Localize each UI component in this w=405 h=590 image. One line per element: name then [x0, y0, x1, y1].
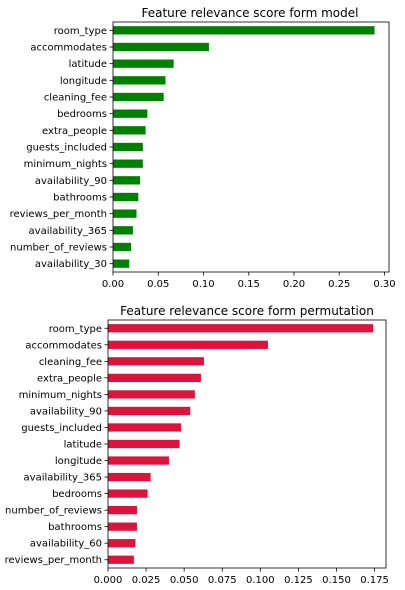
bar-availability_30: [113, 259, 130, 268]
bar-reviews_per_month: [108, 555, 134, 564]
bar-guests_included: [113, 142, 143, 152]
bar-accommodates: [108, 340, 268, 349]
y-tick-label: availability_90: [30, 406, 102, 417]
y-tick-label: cleaning_fee: [39, 357, 102, 368]
bar-availability_90: [108, 406, 191, 416]
y-tick-label: availability_365: [24, 473, 102, 484]
x-tick-label: 0.00: [102, 279, 124, 290]
bar-longitude: [113, 76, 166, 85]
axes-frame: [107, 319, 387, 569]
x-tick-label: 0.15: [238, 279, 260, 290]
y-tick-label: latitude: [69, 59, 107, 70]
plot-area: room_type accommodates latitude longitude cl…: [10, 21, 396, 290]
bar-bathrooms: [113, 192, 139, 202]
bar-availability_365: [113, 226, 133, 235]
x-tick-label: 0.30: [373, 279, 395, 290]
plot-area: room_type accommodates cleaning_fee extra_p…: [5, 319, 389, 586]
y-tick-label: availability_365: [29, 226, 107, 237]
bar-longitude: [108, 456, 169, 465]
x-tick-label: 0.050: [170, 575, 199, 586]
y-tick-label: minimum_nights: [24, 159, 107, 170]
y-tick-label: guests_included: [26, 143, 107, 154]
y-tick-label: availability_60: [30, 539, 102, 550]
x-tick-label: 0.10: [192, 279, 214, 290]
bar-extra_people: [108, 373, 201, 382]
y-tick-label: room_type: [49, 324, 102, 335]
chart-permutation-relevance: Feature relevance score form permutation…: [5, 304, 389, 586]
bar-latitude: [108, 439, 180, 449]
y-tick-label: cleaning_fee: [44, 93, 107, 104]
x-tick-label: 0.150: [322, 575, 351, 586]
y-tick-label: latitude: [64, 440, 102, 451]
chart-title: Feature relevance score form model: [141, 6, 358, 20]
chart-title: Feature relevance score form permutation: [120, 304, 374, 318]
y-tick-label: room_type: [54, 26, 107, 37]
y-tick-label: availability_90: [35, 176, 107, 187]
y-tick-label: reviews_per_month: [5, 555, 102, 566]
bar-room_type: [108, 324, 374, 333]
bar-bedrooms: [113, 109, 148, 118]
bar-availability_60: [108, 539, 136, 548]
y-tick-label: bathrooms: [53, 193, 107, 204]
y-tick-label: guests_included: [21, 423, 102, 434]
y-tick-label: availability_30: [35, 259, 107, 270]
bar-minimum_nights: [113, 159, 143, 168]
y-tick-label: number_of_reviews: [10, 243, 107, 254]
x-tick-label: 0.05: [147, 279, 169, 290]
bar-cleaning_fee: [108, 357, 204, 366]
bar-room_type: [113, 26, 375, 35]
bar-availability_365: [108, 472, 151, 482]
bar-extra_people: [113, 126, 146, 135]
bar-accommodates: [113, 42, 209, 52]
y-tick-label: accommodates: [25, 340, 102, 351]
y-tick-label: number_of_reviews: [5, 506, 102, 517]
x-tick-label: 0.000: [94, 575, 123, 586]
bar-number_of_reviews: [108, 506, 137, 515]
bar-number_of_reviews: [113, 242, 132, 252]
axes-frame: [112, 21, 390, 273]
y-tick-label: accommodates: [30, 43, 107, 54]
bar-cleaning_fee: [113, 92, 164, 102]
y-tick-label: longitude: [55, 456, 102, 467]
x-tick-label: 0.075: [208, 575, 237, 586]
y-tick-label: extra_people: [37, 373, 102, 384]
y-tick-label: bedrooms: [52, 489, 102, 500]
y-tick-label: extra_people: [42, 126, 107, 137]
bar-availability_90: [113, 176, 141, 185]
x-tick-label: 0.100: [246, 575, 275, 586]
bar-bedrooms: [108, 489, 148, 498]
x-tick-label: 0.25: [328, 279, 350, 290]
y-tick-label: bedrooms: [57, 109, 107, 120]
bar-minimum_nights: [108, 390, 195, 399]
x-tick-label: 0.20: [283, 279, 305, 290]
y-tick-label: longitude: [60, 76, 107, 87]
bar-guests_included: [108, 423, 182, 432]
x-tick-label: 0.175: [360, 575, 389, 586]
y-tick-label: minimum_nights: [19, 390, 102, 401]
y-tick-label: reviews_per_month: [10, 209, 107, 220]
bar-reviews_per_month: [113, 209, 137, 218]
chart-model-relevance: Feature relevance score form model room_…: [10, 6, 396, 290]
x-tick-label: 0.125: [284, 575, 313, 586]
bar-bathrooms: [108, 522, 137, 531]
y-tick-label: bathrooms: [48, 522, 102, 533]
x-tick-label: 0.025: [132, 575, 161, 586]
bar-latitude: [113, 59, 174, 68]
